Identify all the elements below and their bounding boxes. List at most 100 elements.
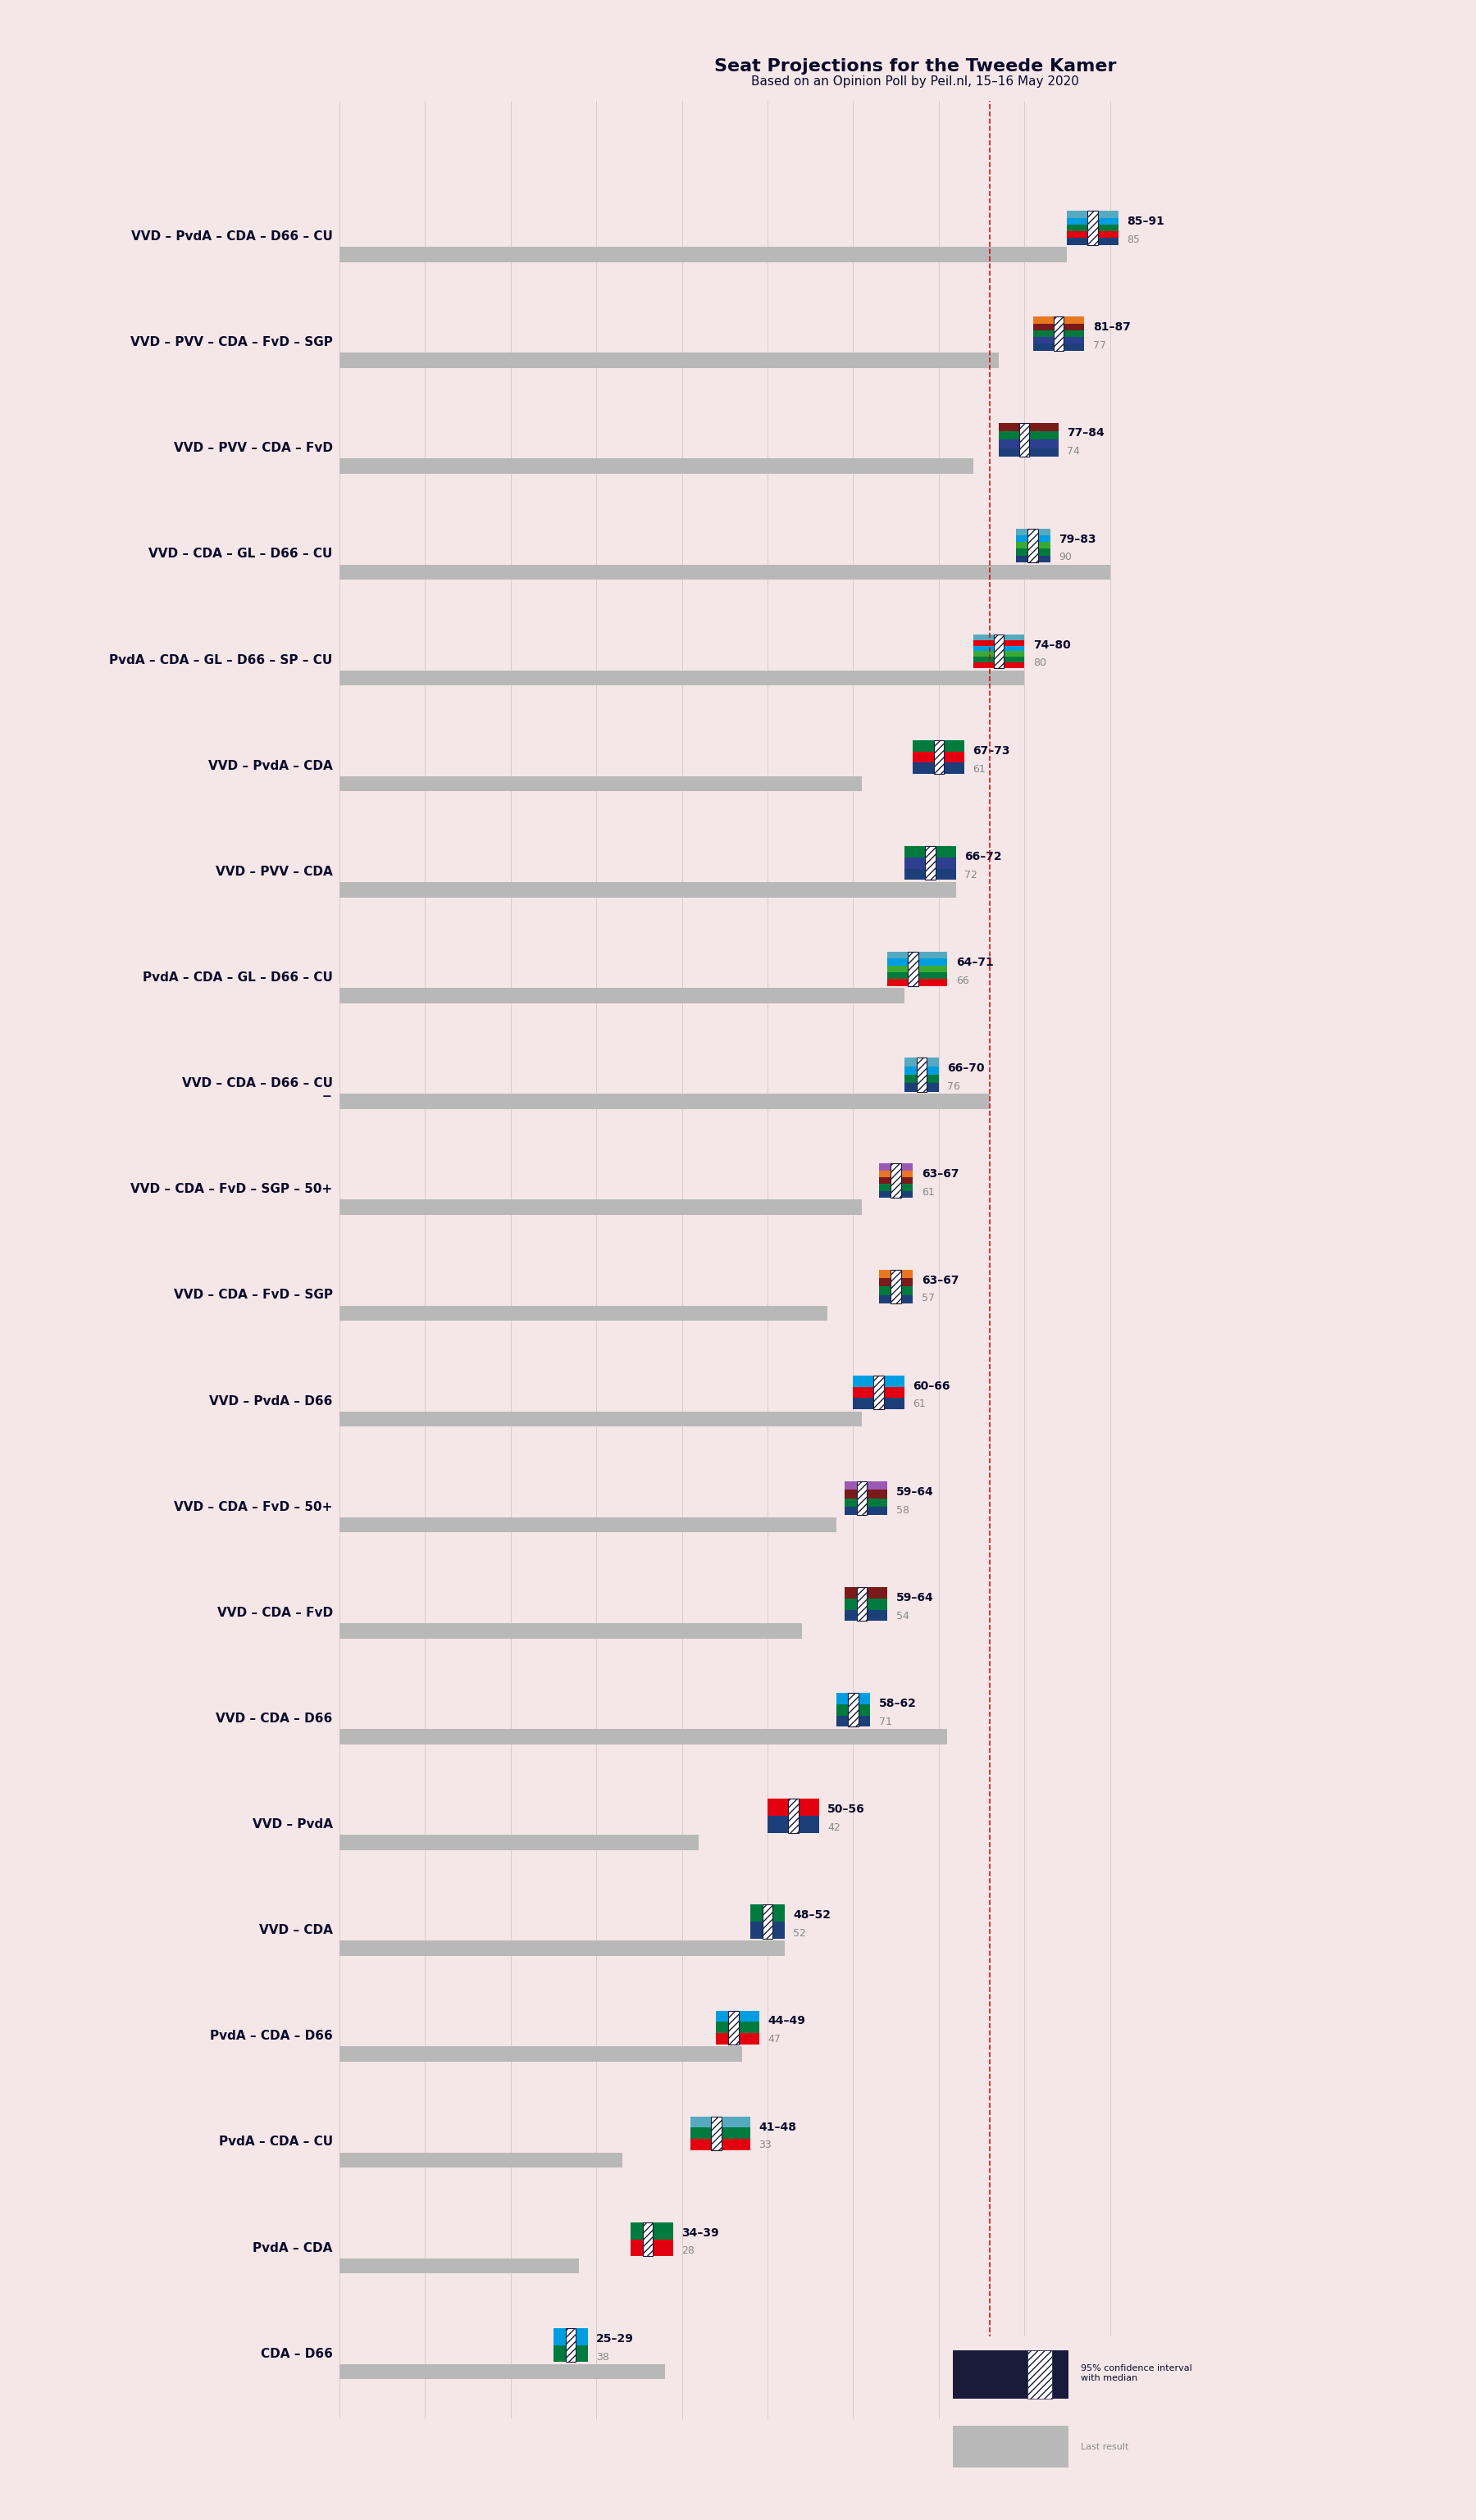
Bar [339,1517,835,1532]
Bar [630,2240,673,2255]
Bar [716,2011,759,2021]
Text: 61: 61 [914,1399,925,1409]
Bar [878,1295,914,1303]
Bar [1054,318,1064,350]
Text: 44–49: 44–49 [768,2016,804,2026]
Bar [905,1074,939,1084]
Bar [630,2223,673,2240]
Bar [835,1716,871,1726]
Bar [339,1094,990,1109]
Bar [691,2117,750,2127]
Bar [999,431,1058,438]
Bar [849,1693,858,1726]
Bar [339,1940,785,1956]
Bar [1015,529,1049,534]
Bar [887,953,948,958]
Text: 61: 61 [973,764,986,774]
Text: 28: 28 [682,2245,695,2255]
Text: 38: 38 [596,2351,610,2361]
Bar [1033,343,1085,350]
Text: VVD – CDA – FvD – 50+: VVD – CDA – FvD – 50+ [174,1502,332,1512]
Bar [999,438,1058,449]
Text: VVD – PvdA – CDA – D66 – CU: VVD – PvdA – CDA – D66 – CU [131,229,332,242]
Text: VVD – PvdA: VVD – PvdA [252,1819,332,1830]
Text: 72: 72 [964,869,977,879]
Bar [953,2427,1069,2467]
Bar [844,1598,887,1610]
Bar [1015,542,1049,549]
Text: 33: 33 [759,2139,772,2150]
Text: 48–52: 48–52 [793,1910,831,1920]
Text: Last result: Last result [1080,2442,1129,2452]
Bar [878,1177,914,1184]
Text: 76: 76 [948,1081,961,1091]
Bar [642,2223,652,2255]
Bar [768,1817,819,1832]
Bar [973,635,1024,640]
Bar [750,1905,785,1923]
Text: VVD – CDA – FvD – SGP – 50+: VVD – CDA – FvD – SGP – 50+ [131,1182,332,1194]
Text: 79–83: 79–83 [1058,534,1097,544]
Text: 58–62: 58–62 [878,1698,917,1709]
Bar [339,247,1067,262]
Text: 64–71: 64–71 [956,958,993,968]
Bar [973,663,1024,668]
Bar [339,988,905,1003]
Bar [1027,529,1038,562]
Bar [878,1192,914,1197]
Bar [878,1288,914,1295]
Bar [973,640,1024,645]
Bar [339,2364,664,2379]
Bar [887,958,948,965]
Bar [716,2034,759,2044]
Text: 85: 85 [1128,234,1139,244]
Bar [1015,549,1049,554]
Text: 66–72: 66–72 [964,852,1002,862]
Text: PvdA – CDA – CU: PvdA – CDA – CU [218,2137,332,2147]
Bar [844,1482,887,1489]
Text: 67–73: 67–73 [973,746,1010,756]
Text: 47: 47 [768,2034,781,2044]
Text: 90: 90 [1058,552,1072,562]
Bar [1015,554,1049,562]
Bar [1033,330,1085,338]
Text: PvdA – CDA – GL – D66 – SP – CU: PvdA – CDA – GL – D66 – SP – CU [109,653,332,665]
Bar [844,1610,887,1620]
Bar [835,1704,871,1716]
Bar [1067,232,1119,237]
Text: 85–91: 85–91 [1128,217,1165,227]
Text: CDA – D66: CDA – D66 [261,2349,332,2359]
Bar [339,353,999,368]
Text: 61: 61 [921,1187,934,1197]
Text: VVD – PvdA – D66: VVD – PvdA – D66 [210,1396,332,1406]
Text: 66: 66 [956,975,968,985]
Bar [339,776,862,791]
Bar [905,1058,939,1066]
Bar [691,2127,750,2139]
Bar [339,2152,621,2167]
Text: 41–48: 41–48 [759,2122,797,2132]
Bar [565,2328,576,2361]
Text: 66–70: 66–70 [948,1063,984,1074]
Text: 59–64: 59–64 [896,1593,933,1603]
Text: Seat Projections for the Tweede Kamer: Seat Projections for the Tweede Kamer [714,58,1116,76]
Text: 25–29: 25–29 [596,2334,633,2344]
Bar [892,1270,900,1303]
Text: Based on an Opinion Poll by Peil.nl, 15–16 May 2020: Based on an Opinion Poll by Peil.nl, 15–… [751,76,1079,88]
Bar [905,857,956,869]
Bar [728,2011,738,2044]
Bar [1033,323,1085,330]
Bar [1067,212,1119,217]
Text: 59–64: 59–64 [896,1487,933,1497]
Bar [905,1084,939,1091]
Bar [835,1693,871,1704]
Bar [953,2349,1069,2399]
Bar [1033,338,1085,343]
Bar [905,847,956,857]
Text: 77–84: 77–84 [1067,428,1104,438]
Text: 71: 71 [878,1716,892,1726]
Bar [853,1399,905,1409]
Bar [973,650,1024,658]
Bar [973,645,1024,650]
Text: VVD – CDA – D66 – CU: VVD – CDA – D66 – CU [182,1076,332,1089]
